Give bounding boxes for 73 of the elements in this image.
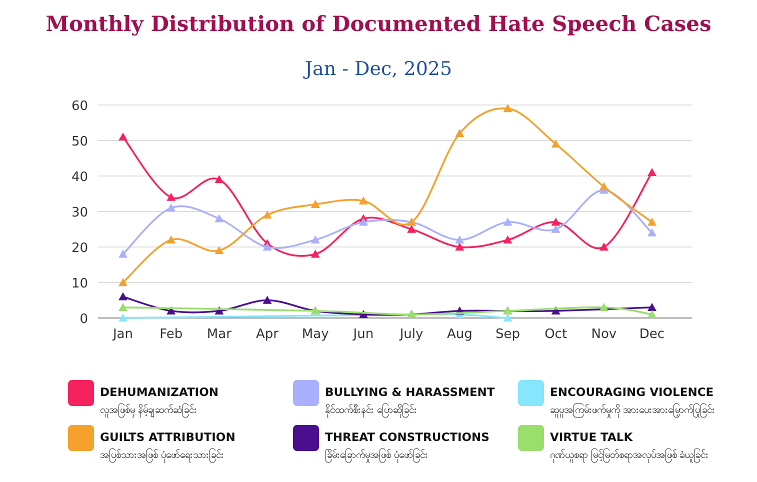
- y-tick-label: 30: [71, 206, 88, 220]
- x-tick-label: Mar: [206, 327, 232, 342]
- point: [118, 278, 128, 286]
- point: [599, 182, 608, 190]
- legend-label: VIRTUE TALK: [550, 430, 634, 444]
- point: [118, 302, 128, 311]
- point: [503, 218, 512, 226]
- x-tick-label: Oct: [544, 327, 568, 342]
- legend-label: DEHUMANIZATION: [100, 385, 218, 399]
- x-tick-label: Dec: [639, 327, 665, 342]
- point: [118, 314, 128, 322]
- point: [551, 218, 560, 226]
- legend-label: THREAT CONSTRUCTIONS: [325, 430, 490, 444]
- point: [118, 132, 128, 141]
- text: အပြစ်သားအဖြစ် ပုံဖော်ရေးသားခြင်း: [100, 450, 224, 461]
- y-tick-label: 0: [80, 312, 88, 327]
- point: [455, 242, 464, 251]
- x-tick-label: Feb: [160, 327, 183, 342]
- point: [262, 296, 272, 304]
- point: [648, 168, 656, 176]
- x-tick-label: Nov: [591, 327, 617, 342]
- x-tick-label: July: [398, 327, 424, 342]
- point: [503, 314, 512, 322]
- text: လူအဖြစ်မှ နိမ့်ချဆက်ဆံခြင်း: [100, 405, 197, 416]
- point: [407, 224, 416, 233]
- text: နိုင်ထက်စီးနင်း ပြောဆိုခြင်း: [325, 405, 417, 416]
- point: [310, 200, 320, 208]
- x-tick-label: Apr: [256, 327, 280, 342]
- point: [551, 224, 560, 233]
- point: [214, 214, 224, 222]
- point: [648, 302, 656, 311]
- chart-title: Monthly Distribution of Documented Hate Speech Cases: [46, 11, 712, 36]
- point: [262, 242, 272, 251]
- point: [166, 192, 176, 201]
- x-tick-label: Jun: [352, 327, 374, 342]
- point: [503, 235, 512, 244]
- y-tick-label: 50: [71, 134, 88, 150]
- x-tick-label: May: [302, 327, 330, 342]
- point: [118, 250, 128, 258]
- point: [310, 250, 320, 258]
- legend-label: BULLYING & HARASSMENT: [325, 385, 495, 399]
- point: [118, 292, 128, 300]
- y-tick-label: 40: [71, 170, 88, 185]
- point: [648, 228, 656, 236]
- x-tick-label: Jan: [112, 327, 134, 342]
- point: [455, 235, 464, 244]
- point: [166, 306, 176, 314]
- point: [166, 203, 176, 212]
- point: [503, 104, 512, 112]
- point: [551, 140, 560, 148]
- y-tick-label: 60: [71, 99, 88, 114]
- point: [358, 196, 368, 204]
- chart-subtitle: Jan - Dec, 2025: [302, 58, 452, 80]
- y-tick-label: 10: [71, 276, 88, 292]
- point: [262, 210, 272, 219]
- point: [166, 235, 176, 244]
- legend-label: ENCOURAGING VIOLENCE: [550, 385, 714, 399]
- point: [214, 246, 224, 254]
- point: [648, 218, 656, 226]
- text: ခြိမ်းခြောက်မှုအဖြစ် ပုံဖော်ခြင်း: [325, 450, 428, 461]
- text: ဆူပူအကြမ်းဖက်မှုကို အားပေးအားမြှောက်ပြုခြင်း: [550, 405, 715, 416]
- legend-label: GUILTS ATTRIBUTION: [100, 430, 236, 444]
- point: [599, 302, 608, 311]
- point: [648, 310, 656, 318]
- text: ဂုဏ်ယူစရာ မြင့်မြတ်စရာအလုပ်အဖြစ် ခံယူခြင်း: [550, 450, 709, 461]
- x-tick-label: Sep: [495, 327, 520, 342]
- point: [358, 218, 368, 226]
- point: [455, 128, 464, 137]
- point: [214, 175, 224, 184]
- point: [310, 235, 320, 244]
- x-tick-label: Aug: [446, 327, 472, 342]
- point: [599, 242, 608, 251]
- y-tick-label: 20: [71, 241, 88, 256]
